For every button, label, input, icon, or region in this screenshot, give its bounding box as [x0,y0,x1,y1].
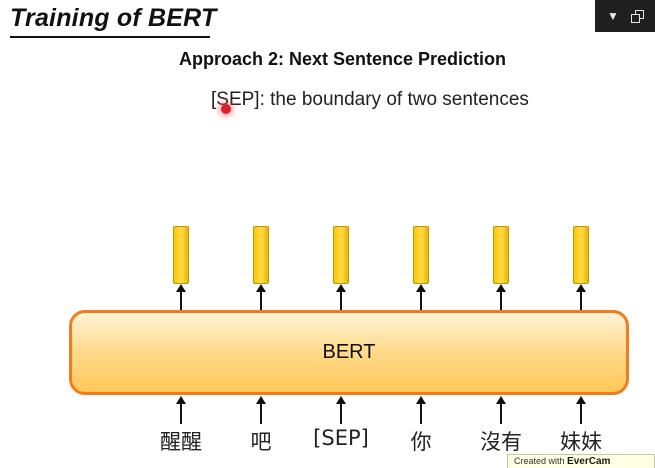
input-token: 醒醒 [160,430,202,454]
bert-model-box: BERT [69,310,629,395]
input-arrow-6 [576,396,586,424]
output-arrow-3 [336,284,346,310]
laser-pointer-dot [221,104,231,114]
output-vector-5 [493,226,509,284]
dropdown-menu-icon[interactable]: ▼ [607,9,619,23]
output-vector-6 [573,226,589,284]
slide-title: Training of BERT [10,4,217,32]
evercam-brand: EverCam [567,456,611,467]
output-arrow-5 [496,284,506,310]
output-vector-1 [173,226,189,284]
output-arrow-1 [176,284,186,310]
output-arrow-6 [576,284,586,310]
sep-description: [SEP]: the boundary of two sentences [211,89,529,110]
input-arrow-5 [496,396,506,424]
output-arrow-2 [256,284,266,310]
input-token: 吧 [250,430,272,454]
input-arrow-3 [336,396,346,424]
input-arrow-2 [256,396,266,424]
slide-subtitle: Approach 2: Next Sentence Prediction [178,49,507,69]
restore-window-icon[interactable] [630,10,644,23]
input-arrow-1 [176,396,186,424]
input-token: 沒有 [480,430,522,454]
output-vector-3 [333,226,349,284]
input-token: 妹妹 [560,430,602,454]
evercam-prefix: Created with [514,456,565,466]
output-vector-2 [253,226,269,284]
bert-label: BERT [322,341,376,363]
output-arrow-4 [416,284,426,310]
title-underline [10,36,210,38]
window-controls: ▼ [595,0,655,32]
output-vector-4 [413,226,429,284]
input-arrow-4 [416,396,426,424]
input-token: 你 [410,430,432,454]
input-token-sep: [SEP] [313,426,369,450]
